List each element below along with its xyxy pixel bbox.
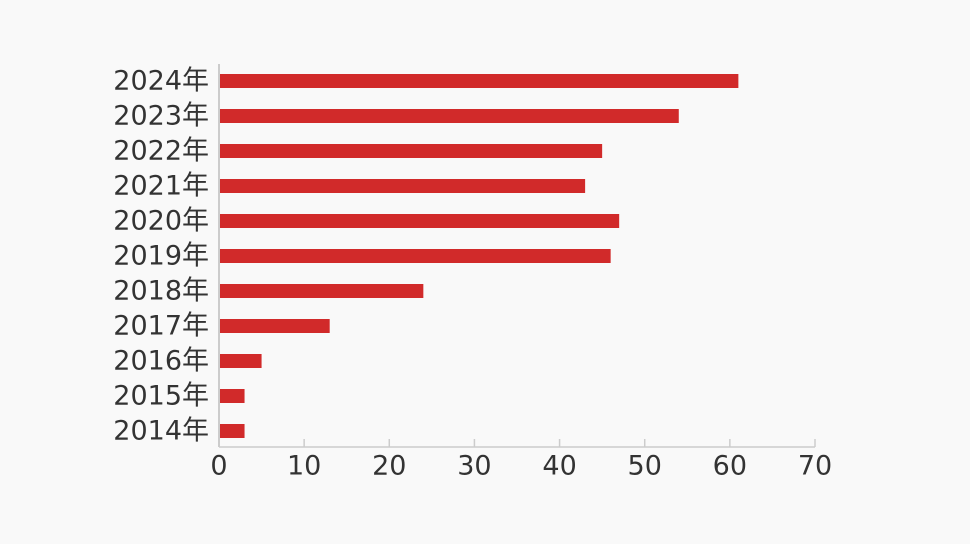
x-tick-label: 40 [542, 451, 576, 482]
x-tick-label: 60 [713, 451, 747, 482]
x-tick-label: 30 [457, 451, 491, 482]
x-tick-label: 0 [210, 451, 227, 482]
x-axis-ticks: 0 10 20 30 40 50 60 70 [210, 439, 832, 482]
bar-2018年 [219, 284, 424, 298]
bar-2020年 [219, 214, 620, 228]
y-tick-label: 2022年 [113, 136, 209, 167]
x-tick-label: 50 [628, 451, 662, 482]
bar-2016年 [219, 354, 262, 368]
bar-2024年 [219, 74, 739, 88]
bars-layer [219, 74, 739, 438]
y-tick-label: 2021年 [113, 171, 209, 202]
bar-2022年 [219, 144, 603, 158]
y-axis-labels: 2014年 2015年 2016年 2017年 2018年 2019年 2020年 2021年… [113, 66, 209, 447]
bar-2014年 [219, 424, 245, 438]
x-tick-label: 10 [287, 451, 321, 482]
y-tick-label: 2018年 [113, 276, 209, 307]
y-tick-label: 2020年 [113, 206, 209, 237]
x-tick-label: 20 [372, 451, 406, 482]
y-tick-label: 2024年 [113, 66, 209, 97]
bar-2021年 [219, 179, 586, 193]
x-tick-label: 70 [798, 451, 832, 482]
y-tick-label: 2014年 [113, 416, 209, 447]
bar-2017年 [219, 319, 330, 333]
bar-2023年 [219, 109, 679, 123]
bar-2019年 [219, 249, 611, 263]
bar-2015年 [219, 389, 245, 403]
y-tick-label: 2017年 [113, 311, 209, 342]
y-tick-label: 2015年 [113, 381, 209, 412]
y-tick-label: 2019年 [113, 241, 209, 272]
y-tick-label: 2016年 [113, 346, 209, 377]
y-tick-label: 2023年 [113, 101, 209, 132]
